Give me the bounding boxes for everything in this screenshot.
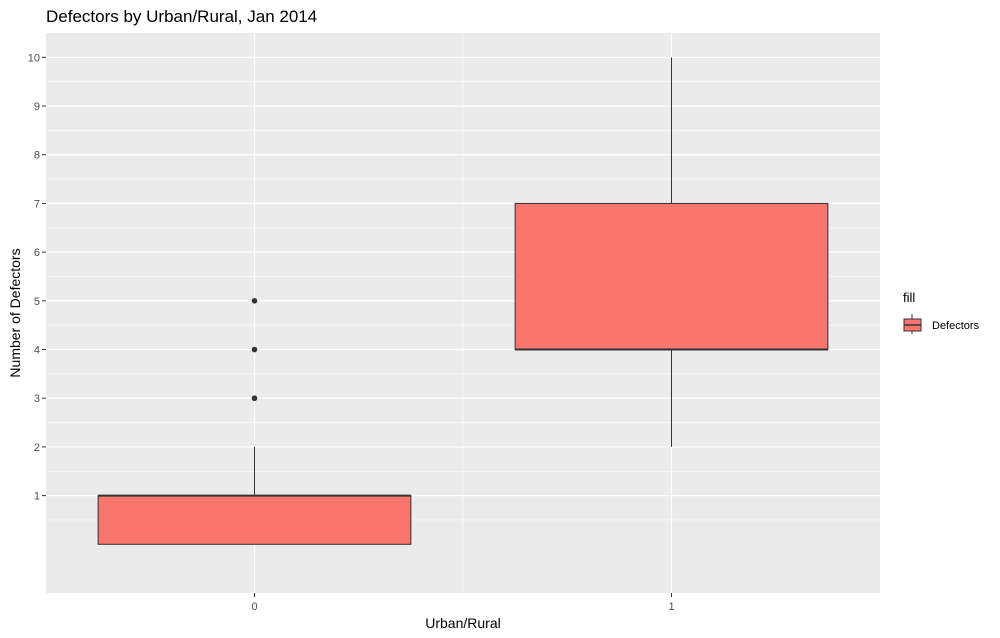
y-tick-label: 5 bbox=[34, 296, 40, 308]
outlier-point bbox=[251, 395, 258, 402]
y-tick-label: 1 bbox=[34, 491, 40, 503]
y-tick-label: 7 bbox=[34, 198, 40, 210]
box-iqr bbox=[97, 495, 412, 545]
y-tick-label: 6 bbox=[34, 247, 40, 259]
x-tick-label: 1 bbox=[668, 601, 674, 613]
chart-title: Defectors by Urban/Rural, Jan 2014 bbox=[46, 7, 317, 26]
outlier-point bbox=[251, 298, 258, 304]
y-tick-label: 4 bbox=[34, 345, 40, 357]
x-tick-label: 0 bbox=[251, 601, 257, 613]
legend: fill Defectors bbox=[903, 290, 980, 334]
y-tick-label: 8 bbox=[34, 150, 40, 162]
y-tick-label: 9 bbox=[34, 101, 40, 113]
boxes bbox=[97, 57, 829, 545]
outlier-point bbox=[251, 346, 258, 353]
legend-title: fill bbox=[903, 290, 915, 305]
y-tick-label: 3 bbox=[34, 393, 40, 405]
box-iqr bbox=[514, 202, 829, 351]
x-axis-title: Urban/Rural bbox=[425, 615, 500, 631]
y-tick-label: 10 bbox=[28, 52, 40, 64]
y-tick-label: 2 bbox=[34, 442, 40, 454]
y-axis-title: Number of Defectors bbox=[7, 248, 23, 377]
y-axis-ticks: 1 2 3 4 5 6 7 8 9 10 bbox=[28, 52, 46, 503]
legend-label-defectors: Defectors bbox=[932, 320, 980, 332]
